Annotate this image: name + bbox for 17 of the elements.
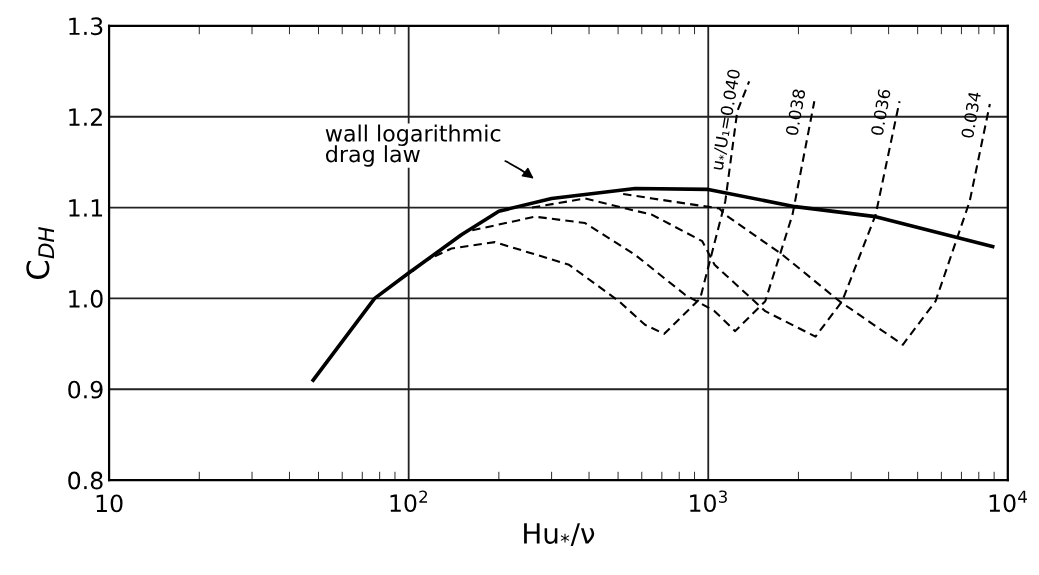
y-tick-label: 1.3 — [69, 17, 103, 36]
x-tick-label: 10 — [96, 494, 123, 513]
text: u$_{*}$/U₁=0.040 — [710, 68, 742, 171]
x-tick-label: 10$^{4}$ — [989, 490, 1027, 513]
x-tick-label: 10$^{2}$ — [390, 490, 428, 513]
y-tick-label: 1.0 — [69, 289, 103, 308]
y-tick-label: 0.8 — [68, 471, 103, 490]
y-tick-label: 0.9 — [68, 380, 103, 399]
text: 0.036 — [870, 88, 891, 136]
annotation: wall logarithmic drag law — [325, 124, 501, 167]
x-tick-label: 10$^{3}$ — [690, 490, 727, 513]
text: 0.034 — [960, 91, 982, 139]
y-axis-title: C$_{DH}$ — [26, 227, 54, 279]
x-axis-title: Hu$_{*}$/ν — [524, 523, 595, 547]
text: 0.038 — [785, 88, 806, 136]
y-tick-label: 1.2 — [69, 108, 102, 126]
y-tick-label: 1.1 — [69, 199, 103, 217]
